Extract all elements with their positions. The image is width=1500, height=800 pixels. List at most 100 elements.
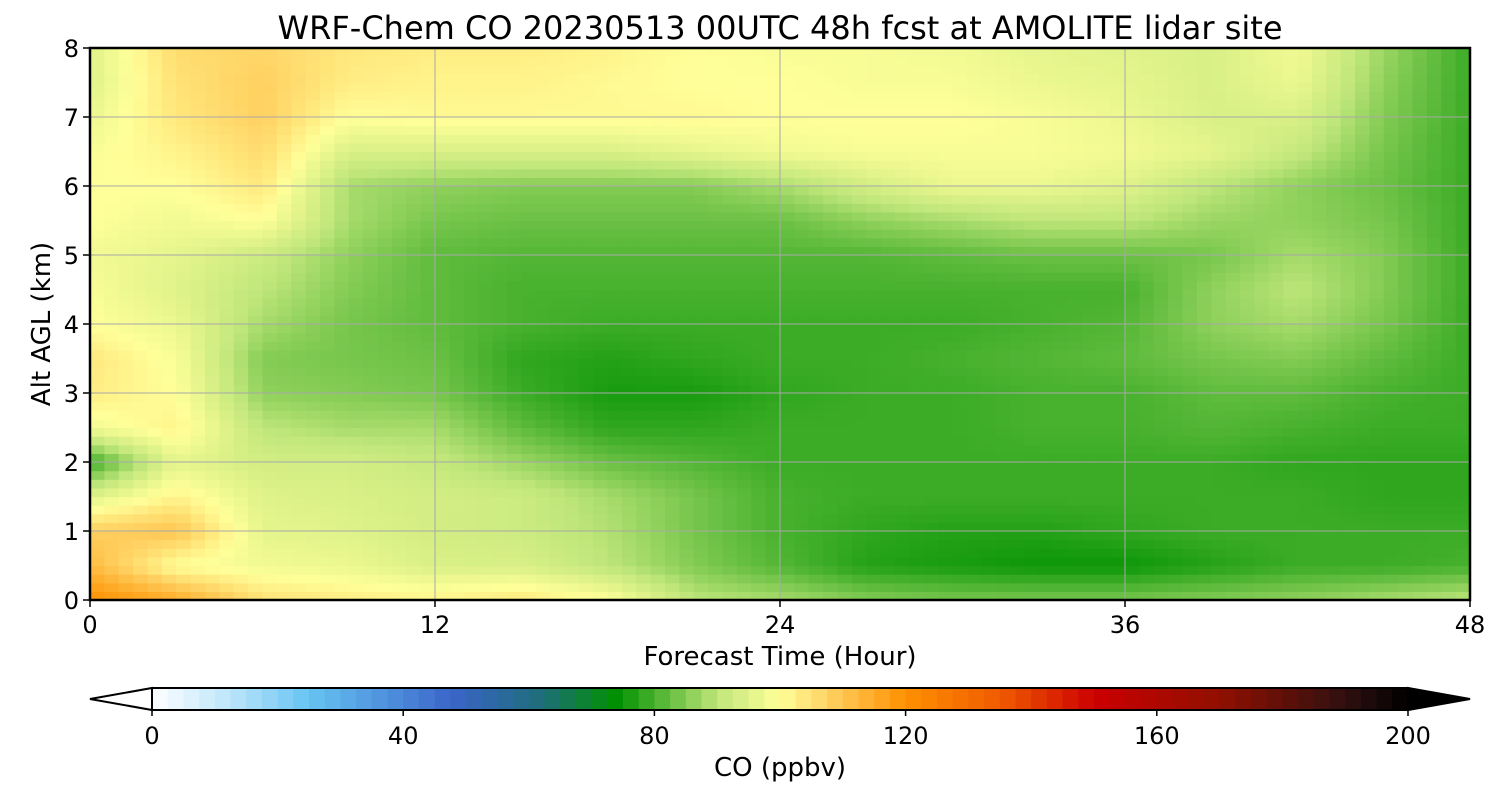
heatmap-cell — [1268, 574, 1284, 584]
heatmap-cell — [334, 565, 350, 575]
heatmap-cell — [377, 324, 393, 334]
heatmap-cell — [1153, 548, 1169, 558]
heatmap-cell — [1196, 289, 1212, 299]
heatmap-cell — [248, 341, 264, 351]
heatmap-cell — [578, 229, 594, 239]
heatmap-cell — [794, 574, 810, 584]
heatmap-cell — [1125, 203, 1140, 213]
heatmap-cell — [391, 444, 407, 454]
heatmap-cell — [334, 289, 350, 299]
heatmap-cell — [1110, 384, 1126, 394]
heatmap-cell — [751, 349, 767, 360]
heatmap-cell — [1283, 418, 1299, 429]
heatmap-cell — [621, 384, 637, 394]
heatmap-cell — [1038, 591, 1054, 601]
heatmap-cell — [808, 211, 824, 222]
heatmap-cell — [1383, 289, 1399, 299]
heatmap-cell — [780, 186, 795, 196]
heatmap-cell — [981, 280, 997, 291]
heatmap-cell — [736, 306, 752, 316]
heatmap-cell — [765, 470, 781, 480]
heatmap-cell — [837, 177, 853, 187]
heatmap-cell — [1283, 177, 1299, 187]
heatmap-cell — [478, 186, 494, 196]
heatmap-cell — [564, 160, 580, 170]
heatmap-cell — [693, 531, 709, 541]
heatmap-cell — [1426, 539, 1442, 549]
heatmap-cell — [320, 453, 335, 463]
heatmap-cell — [291, 393, 307, 403]
heatmap-cell — [1426, 401, 1442, 411]
heatmap-cell — [276, 211, 292, 222]
heatmap-cell — [363, 401, 379, 411]
heatmap-cell — [248, 280, 264, 291]
heatmap-cell — [693, 453, 709, 463]
heatmap-cell — [262, 384, 278, 394]
heatmap-cell — [736, 436, 752, 446]
heatmap-cell — [1067, 194, 1083, 204]
heatmap-cell — [952, 211, 968, 222]
heatmap-cell — [751, 496, 767, 506]
heatmap-cell — [219, 556, 235, 567]
heatmap-cell — [1297, 263, 1313, 273]
heatmap-cell — [1340, 418, 1356, 429]
heatmap-cell — [1268, 470, 1284, 480]
heatmap-cell — [363, 194, 379, 204]
heatmap-cell — [1311, 315, 1327, 325]
heatmap-cell — [909, 393, 925, 403]
heatmap-cell — [866, 177, 882, 187]
heatmap-cell — [90, 367, 105, 377]
heatmap-cell — [1254, 401, 1270, 411]
heatmap-cell — [435, 591, 450, 601]
heatmap-cell — [1096, 367, 1112, 377]
heatmap-cell — [895, 194, 910, 204]
heatmap-cell — [995, 332, 1011, 342]
heatmap-cell — [104, 591, 120, 601]
heatmap-cell — [305, 444, 321, 454]
heatmap-cell — [550, 375, 565, 385]
heatmap-cell — [578, 177, 594, 187]
heatmap-cell — [1038, 539, 1054, 549]
heatmap-cell — [736, 574, 752, 584]
heatmap-cell — [521, 393, 537, 403]
heatmap-cell — [205, 401, 220, 411]
heatmap-cell — [1139, 427, 1155, 437]
heatmap-cell — [1455, 393, 1471, 403]
heatmap-cell — [679, 367, 695, 377]
heatmap-cell — [1326, 229, 1342, 239]
heatmap-cell — [233, 401, 249, 411]
heatmap-cell — [1254, 341, 1270, 351]
heatmap-cell — [1311, 289, 1327, 299]
heatmap-cell — [176, 582, 192, 592]
heatmap-cell — [736, 194, 752, 204]
heatmap-cell — [219, 591, 235, 601]
heatmap-cell — [1168, 410, 1184, 420]
heatmap-cell — [377, 349, 393, 360]
heatmap-cell — [1383, 582, 1399, 592]
heatmap-cell — [1383, 548, 1399, 558]
heatmap-cell — [233, 315, 249, 325]
heatmap-cell — [420, 186, 436, 196]
heatmap-cell — [909, 298, 925, 308]
heatmap-cell — [1311, 591, 1327, 601]
heatmap-cell — [535, 531, 551, 541]
heatmap-cell — [564, 298, 580, 308]
heatmap-cell — [391, 591, 407, 601]
heatmap-cell — [794, 393, 810, 403]
heatmap-cell — [1455, 367, 1471, 377]
heatmap-cell — [1096, 341, 1112, 351]
heatmap-cell — [276, 539, 292, 549]
heatmap-cell — [348, 194, 364, 204]
heatmap-cell — [607, 341, 623, 351]
heatmap-cell — [1110, 332, 1126, 342]
heatmap-cell — [478, 505, 494, 515]
heatmap-cell — [1326, 418, 1342, 429]
heatmap-cell — [1254, 505, 1270, 515]
heatmap-cell — [1225, 574, 1241, 584]
heatmap-cell — [535, 574, 551, 584]
heatmap-cell — [133, 436, 149, 446]
heatmap-cell — [866, 453, 882, 463]
heatmap-cell — [1024, 255, 1040, 265]
heatmap-cell — [1311, 479, 1327, 489]
heatmap-cell — [1355, 479, 1370, 489]
